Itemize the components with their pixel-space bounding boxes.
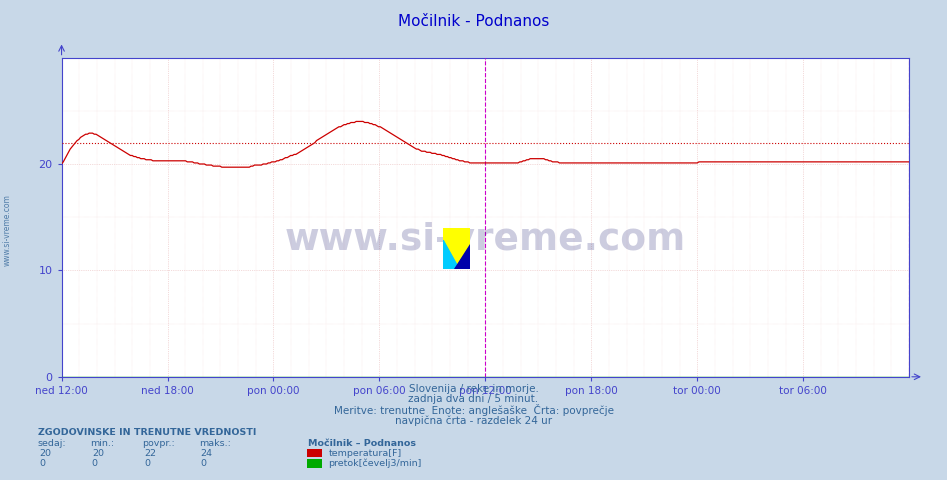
Text: 0: 0 — [201, 459, 206, 468]
Text: Močilnik - Podnanos: Močilnik - Podnanos — [398, 14, 549, 29]
Text: www.si-vreme.com: www.si-vreme.com — [3, 194, 12, 266]
Text: www.si-vreme.com: www.si-vreme.com — [285, 222, 686, 258]
Text: 20: 20 — [92, 449, 104, 458]
Text: 20: 20 — [40, 449, 52, 458]
Polygon shape — [454, 244, 470, 269]
Text: Slovenija / reke in morje.: Slovenija / reke in morje. — [408, 384, 539, 394]
Text: Močilnik – Podnanos: Močilnik – Podnanos — [308, 439, 416, 448]
Text: sedaj:: sedaj: — [38, 439, 66, 448]
Text: min.:: min.: — [90, 439, 114, 448]
Text: Meritve: trenutne  Enote: anglešaške  Črta: povprečje: Meritve: trenutne Enote: anglešaške Črta… — [333, 404, 614, 416]
Text: pretok[čevelj3/min]: pretok[čevelj3/min] — [329, 458, 422, 468]
Text: maks.:: maks.: — [199, 439, 231, 448]
Text: 0: 0 — [40, 459, 45, 468]
Text: 0: 0 — [144, 459, 150, 468]
Text: temperatura[F]: temperatura[F] — [329, 449, 402, 457]
Text: zadnja dva dni / 5 minut.: zadnja dva dni / 5 minut. — [408, 395, 539, 404]
Text: 24: 24 — [201, 449, 213, 458]
Text: 22: 22 — [144, 449, 156, 458]
Polygon shape — [443, 240, 459, 269]
Text: navpična črta - razdelek 24 ur: navpična črta - razdelek 24 ur — [395, 415, 552, 426]
Text: ZGODOVINSKE IN TRENUTNE VREDNOSTI: ZGODOVINSKE IN TRENUTNE VREDNOSTI — [38, 429, 257, 437]
Text: 0: 0 — [92, 459, 98, 468]
Text: povpr.:: povpr.: — [142, 439, 175, 448]
